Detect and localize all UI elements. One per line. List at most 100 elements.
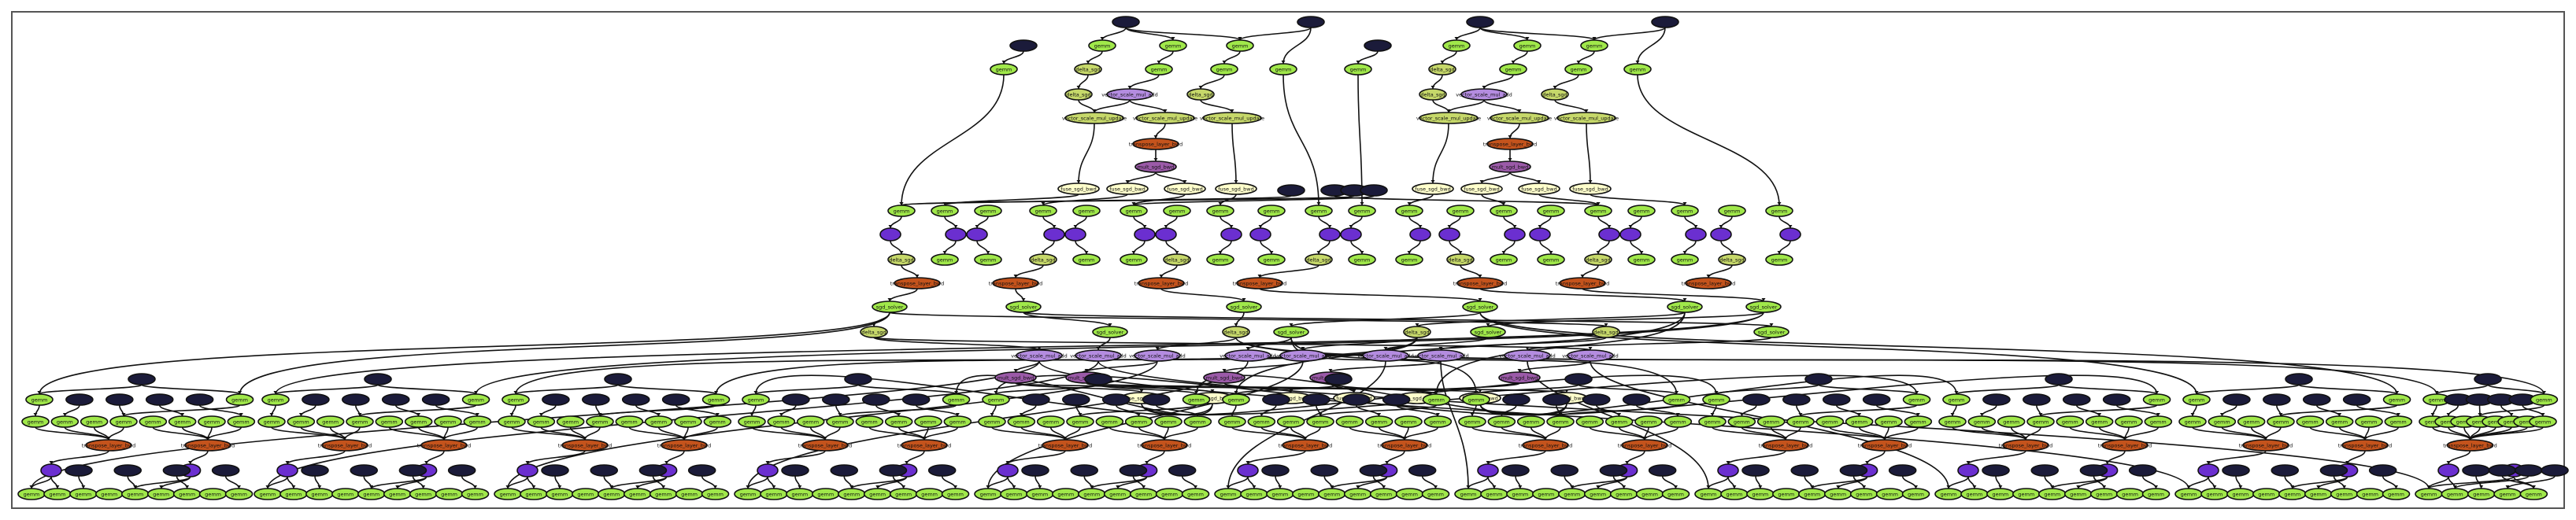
graph-node-param[interactable] <box>1261 464 1290 477</box>
graph-node-orange[interactable]: transpose_layer_bwd <box>1556 277 1610 290</box>
graph-node-op[interactable]: gemm <box>1490 205 1518 217</box>
graph-node-op[interactable]: gemm <box>1218 415 1246 428</box>
graph-node-orange[interactable]: transpose_layer_bwd <box>1138 439 1192 452</box>
graph-node-opalt[interactable]: delta_sgd <box>1074 63 1102 76</box>
graph-node-orange[interactable]: transpose_layer_bwd <box>1038 439 1093 452</box>
graph-node-op[interactable]: gemm <box>80 415 109 428</box>
graph-node-op[interactable]: gemm <box>1226 39 1254 52</box>
graph-node-op[interactable]: gemm <box>649 488 678 500</box>
graph-node-param[interactable] <box>638 464 668 477</box>
graph-node-lav[interactable]: vector_scale_mul_add <box>1412 349 1469 362</box>
graph-node-param[interactable] <box>1277 184 1305 197</box>
graph-node-op[interactable]: gemm <box>701 393 731 406</box>
graph-node-tensor[interactable] <box>1409 227 1431 242</box>
graph-node-tensor[interactable] <box>1340 227 1362 242</box>
graph-node-op[interactable]: gemm <box>2208 415 2237 428</box>
graph-node-tensor[interactable] <box>879 227 901 242</box>
graph-node-op[interactable]: gemm <box>941 488 970 500</box>
graph-node-orange[interactable]: transpose_layer_bwd <box>657 439 712 452</box>
graph-node-op[interactable]: gemm <box>1772 488 1801 500</box>
graph-node-op[interactable]: gemm <box>2415 488 2443 500</box>
graph-node-tensor[interactable] <box>40 463 62 478</box>
graph-node-op[interactable]: gemm <box>1698 415 1727 428</box>
graph-node-op[interactable]: gemm <box>1206 205 1234 217</box>
graph-node-orange[interactable]: transpose_layer_bwd <box>2338 439 2393 452</box>
graph-node-op[interactable]: gemm <box>674 415 702 428</box>
graph-node-tensor[interactable] <box>1957 463 1979 478</box>
graph-node-op[interactable]: gemm <box>1499 63 1527 76</box>
graph-node-op[interactable]: gemm <box>1580 39 1608 52</box>
graph-node-param[interactable] <box>1142 393 1171 406</box>
graph-node-op[interactable]: gemm <box>1635 488 1664 500</box>
graph-node-op[interactable]: gemm <box>2384 415 2413 428</box>
graph-node-op[interactable]: gemm <box>2382 488 2411 500</box>
graph-node-tensor[interactable] <box>1249 227 1271 242</box>
graph-node-op[interactable]: gemm <box>346 415 374 428</box>
graph-node-op[interactable]: gemm <box>974 253 1002 266</box>
graph-node-op[interactable]: gemm <box>279 488 308 500</box>
graph-node-op[interactable]: gemm <box>2467 488 2496 500</box>
graph-node-param[interactable] <box>1804 373 1833 385</box>
graph-node-op[interactable]: gemm <box>1095 415 1124 428</box>
graph-node-op[interactable]: gemm <box>1661 488 1690 500</box>
graph-node-param[interactable] <box>1582 393 1611 406</box>
graph-node-opalt[interactable]: delta_sgd <box>1718 253 1746 266</box>
graph-node-param[interactable] <box>211 464 240 477</box>
graph-node-op[interactable]: gemm <box>1422 393 1451 406</box>
graph-node-param[interactable] <box>927 464 957 477</box>
graph-node-op[interactable]: gemm <box>1088 39 1116 52</box>
graph-node-op[interactable]: gemm <box>357 488 386 500</box>
graph-node-param[interactable] <box>1502 393 1530 406</box>
graph-node-op[interactable]: gemm <box>675 488 704 500</box>
graph-node-param[interactable] <box>301 464 329 477</box>
graph-node-op[interactable]: gemm <box>644 415 673 428</box>
graph-node-op[interactable]: gemm <box>1609 488 1638 500</box>
graph-node-op[interactable]: gemm <box>1442 39 1471 52</box>
graph-node-op[interactable]: gemm <box>796 415 825 428</box>
graph-node-op[interactable]: gemm <box>703 415 732 428</box>
graph-node-reduce[interactable]: fuse_sgd_bwd <box>1460 183 1503 195</box>
graph-node-orange[interactable]: transpose_layer_bwd <box>181 439 235 452</box>
graph-node-op[interactable]: gemm <box>1720 488 1749 500</box>
graph-node-op[interactable]: gemm <box>812 488 840 500</box>
graph-node-op[interactable]: gemm <box>383 488 412 500</box>
graph-node-op[interactable]: gemm <box>615 415 644 428</box>
graph-node-op[interactable]: gemm <box>1986 488 2015 500</box>
graph-node-update[interactable]: vector_scale_mul_update <box>1200 112 1264 124</box>
graph-node-op[interactable]: gemm <box>1845 415 1874 428</box>
graph-node-op[interactable]: gemm <box>1902 393 1931 406</box>
graph-node-op[interactable]: gemm <box>2237 415 2266 428</box>
graph-node-opalt[interactable]: delta_sgd <box>1305 253 1333 266</box>
graph-node-param[interactable] <box>830 464 859 477</box>
graph-node-param[interactable] <box>1168 464 1197 477</box>
graph-node-op[interactable]: gemm <box>1458 415 1486 428</box>
graph-node-param[interactable] <box>342 393 370 406</box>
graph-node-op[interactable]: gemm <box>1702 393 1730 406</box>
graph-node-tensor[interactable] <box>966 227 988 242</box>
graph-node-param[interactable] <box>604 373 632 385</box>
graph-node-op[interactable]: gemm <box>2296 415 2325 428</box>
graph-node-op[interactable]: gemm <box>1584 205 1612 217</box>
graph-node-op[interactable]: gemm <box>463 415 492 428</box>
graph-node-op[interactable]: gemm <box>1904 415 1933 428</box>
graph-node-op[interactable]: gemm <box>139 415 168 428</box>
graph-node-param[interactable] <box>1324 373 1353 385</box>
graph-node-param[interactable] <box>879 464 908 477</box>
graph-node-op[interactable]: gemm <box>1072 205 1101 217</box>
graph-node-param[interactable] <box>1599 464 1628 477</box>
graph-node-tensor[interactable] <box>1319 227 1341 242</box>
graph-node-op[interactable]: gemm <box>1036 415 1065 428</box>
graph-node-op[interactable]: gemm <box>498 415 526 428</box>
graph-node-opalt[interactable]: delta_sgd <box>1428 63 1456 76</box>
graph-node-op[interactable]: gemm <box>120 488 150 500</box>
graph-node-update[interactable]: vector_scale_mul_update <box>1487 112 1552 124</box>
graph-node-param[interactable] <box>65 393 94 406</box>
graph-node-param[interactable] <box>621 393 650 406</box>
graph-node-op[interactable]: gemm <box>404 415 433 428</box>
graph-node-param[interactable] <box>1501 464 1530 477</box>
graph-node-opalt[interactable]: delta_sgd <box>1064 88 1093 101</box>
graph-node-param[interactable] <box>1022 393 1050 406</box>
graph-node-op[interactable]: gemm <box>1634 415 1663 428</box>
graph-node-op[interactable]: gemm <box>1072 253 1101 266</box>
graph-node-op[interactable]: gemm <box>146 488 176 500</box>
